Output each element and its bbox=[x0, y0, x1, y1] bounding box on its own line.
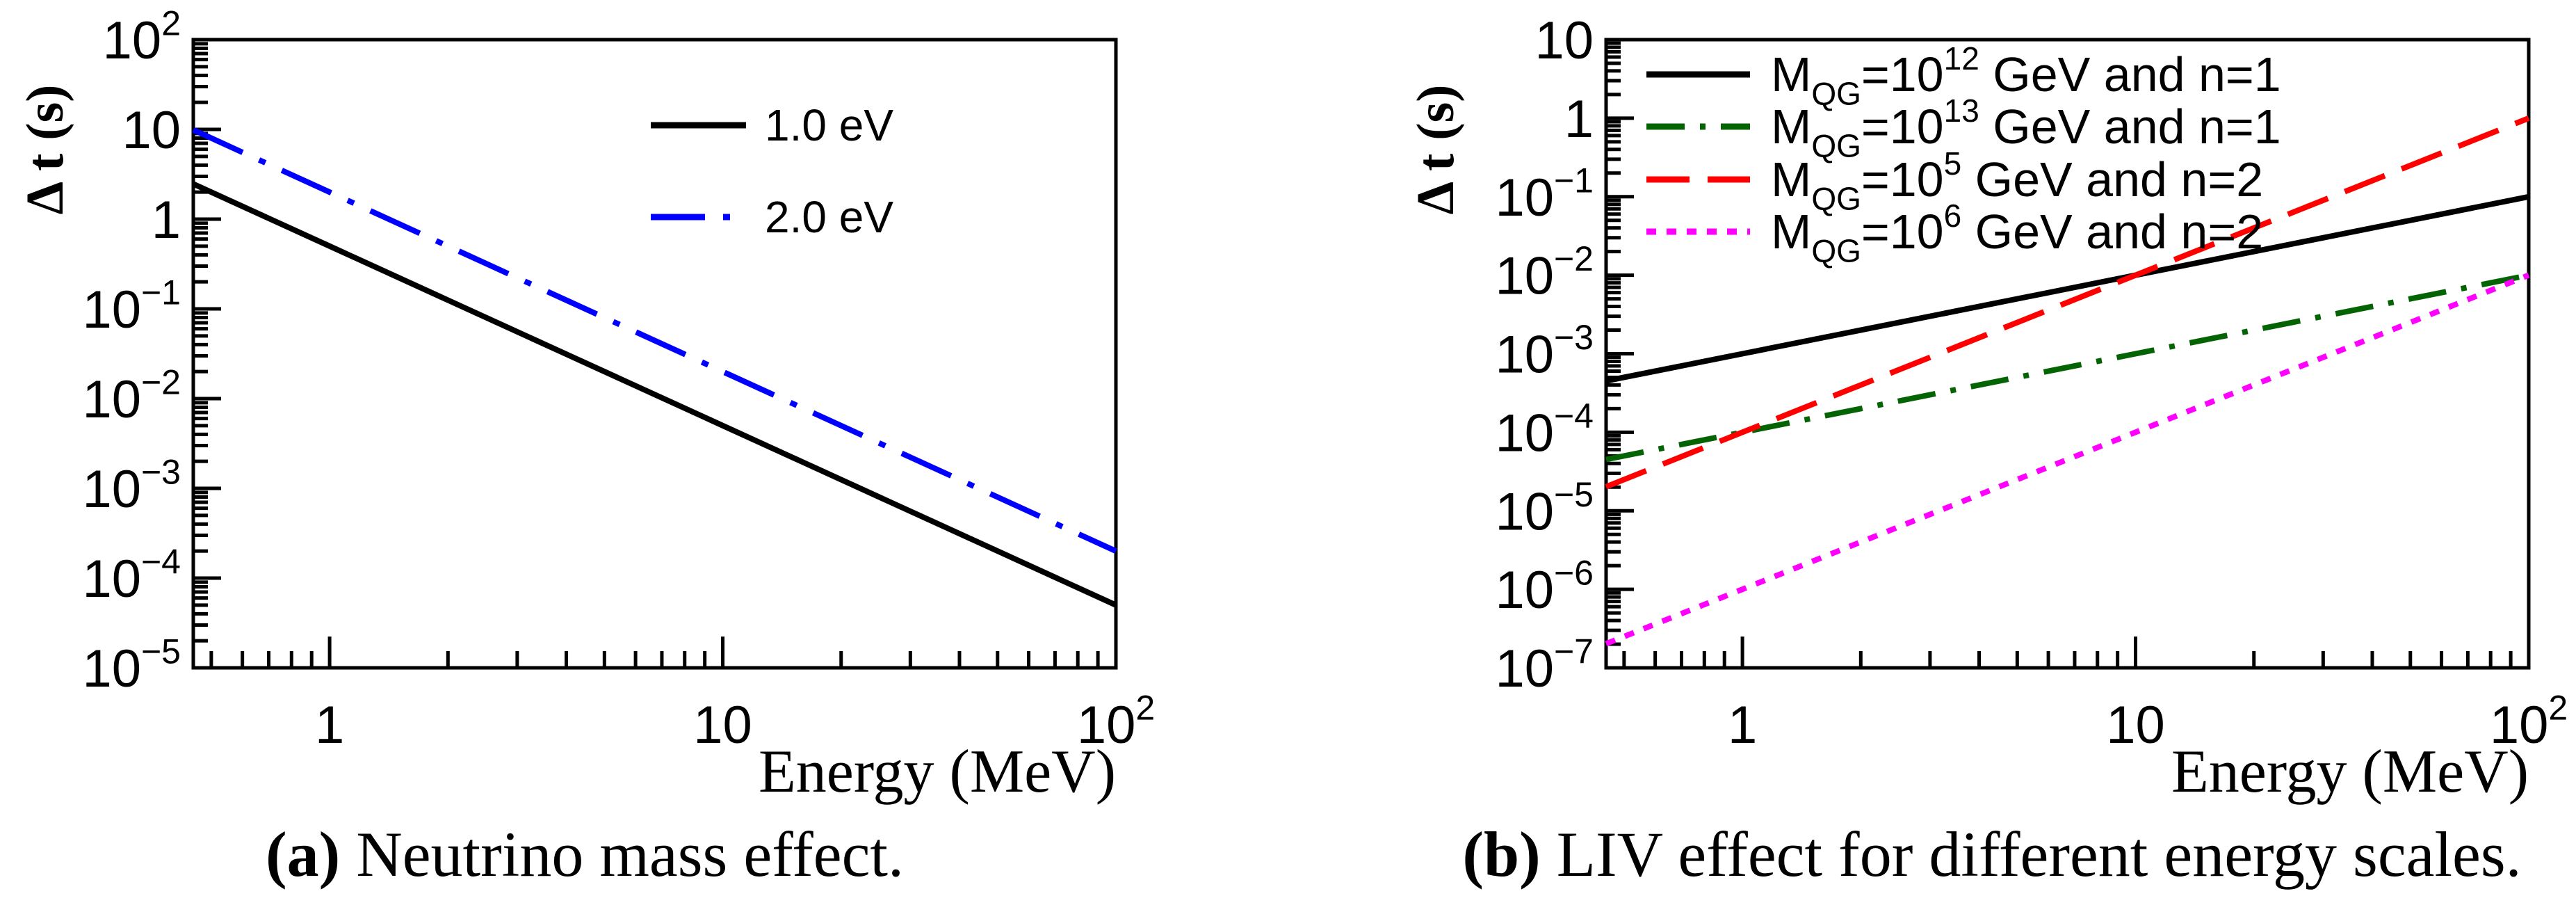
panel-a: 1 10 102 102 10 1 10−1 10−2 10−3 10−4 10−5 1.0 eV 2.… bbox=[0, 0, 1288, 909]
y-tick-label: 102 bbox=[103, 4, 181, 70]
y-tick-label: 10−6 bbox=[1495, 554, 1594, 620]
x-tick-label: 10 bbox=[693, 696, 752, 755]
caption-b: (b) LIV effect for different energy scal… bbox=[1462, 822, 2521, 886]
y-tick-label: 10−3 bbox=[82, 453, 181, 519]
legend-label-b-2: MQG=105 GeV and n=2 bbox=[1771, 145, 2263, 216]
caption-b-text: LIV effect for different energy scales. bbox=[1540, 819, 2522, 890]
y-tick-labels: 102 10 1 10−1 10−2 10−3 10−4 10−5 bbox=[82, 4, 181, 698]
y-axis-title: Δ t (s) bbox=[16, 85, 74, 215]
y-tick-label: 10−4 bbox=[82, 543, 181, 609]
x-axis-title: Energy (MeV) bbox=[759, 738, 1116, 806]
x-tick-label: 1 bbox=[1728, 696, 1757, 755]
series-lines bbox=[1605, 115, 2530, 647]
y-axis-title: Δ t (s) bbox=[1407, 85, 1465, 215]
caption-a: (a) Neutrino mass effect. bbox=[266, 822, 904, 886]
y-axis-ticks bbox=[193, 38, 221, 670]
panel-b: 1 10 102 10 1 10−1 10−2 10−3 10−4 10−5 10−6 10−7 MQG… bbox=[1288, 0, 2576, 909]
legend-label-a-1: 2.0 eV bbox=[765, 192, 893, 242]
y-tick-label: 10−7 bbox=[1495, 632, 1594, 698]
caption-b-label: (b) bbox=[1462, 819, 1541, 890]
y-tick-labels: 10 1 10−1 10−2 10−3 10−4 10−5 10−6 10−7 bbox=[1495, 11, 1594, 698]
y-tick-label: 10−5 bbox=[82, 632, 181, 698]
series-line-b-3 bbox=[1605, 272, 2530, 647]
x-tick-label: 102 bbox=[1077, 689, 1155, 755]
neutrino-mass-chart: 1 10 102 102 10 1 10−1 10−2 10−3 10−4 10−5 1.0 eV 2.… bbox=[16, 4, 1155, 806]
y-tick-label: 10−2 bbox=[82, 363, 181, 429]
series-line-a-0 bbox=[192, 181, 1117, 608]
x-tick-label: 102 bbox=[2490, 689, 2568, 755]
legend-label-b-0: MQG=1012 GeV and n=1 bbox=[1771, 40, 2281, 111]
series-line-b-0 bbox=[1605, 193, 2529, 384]
y-tick-label: 10 bbox=[122, 101, 181, 160]
x-tick-labels: 1 10 102 bbox=[1728, 689, 2568, 755]
x-tick-label: 1 bbox=[315, 696, 344, 755]
x-tick-label: 10 bbox=[2106, 696, 2165, 755]
y-tick-label: 10−3 bbox=[1495, 318, 1594, 384]
y-tick-label: 1 bbox=[152, 191, 181, 250]
legend-label-a-0: 1.0 eV bbox=[765, 100, 893, 150]
y-tick-label: 1 bbox=[1564, 90, 1594, 149]
series-lines bbox=[192, 127, 1117, 608]
liv-effect-chart: 1 10 102 10 1 10−1 10−2 10−3 10−4 10−5 10−6 10−7 MQG… bbox=[1407, 11, 2568, 806]
y-tick-label: 10−1 bbox=[1495, 161, 1594, 227]
y-tick-label: 10 bbox=[1534, 11, 1594, 70]
x-axis-ticks bbox=[209, 637, 1118, 668]
y-tick-label: 10−2 bbox=[1495, 239, 1594, 305]
y-tick-label: 10−4 bbox=[1495, 397, 1594, 463]
x-axis-title: Energy (MeV) bbox=[2171, 738, 2529, 806]
y-tick-label: 10−1 bbox=[82, 273, 181, 339]
x-axis-ticks bbox=[1622, 637, 2531, 668]
y-axis-ticks bbox=[1606, 38, 1634, 670]
series-line-b-2 bbox=[1605, 115, 2530, 490]
legend-label-b-1: MQG=1013 GeV and n=1 bbox=[1771, 93, 2281, 163]
x-tick-labels: 1 10 102 bbox=[315, 689, 1155, 755]
legend-label-b-3: MQG=106 GeV and n=2 bbox=[1771, 198, 2263, 269]
caption-a-text: Neutrino mass effect. bbox=[340, 819, 904, 890]
legend: 1.0 eV 2.0 eV bbox=[651, 100, 893, 242]
caption-a-label: (a) bbox=[266, 819, 341, 890]
series-line-a-1 bbox=[192, 127, 1117, 554]
plot-frame bbox=[191, 38, 1118, 670]
y-tick-label: 10−5 bbox=[1495, 475, 1594, 541]
